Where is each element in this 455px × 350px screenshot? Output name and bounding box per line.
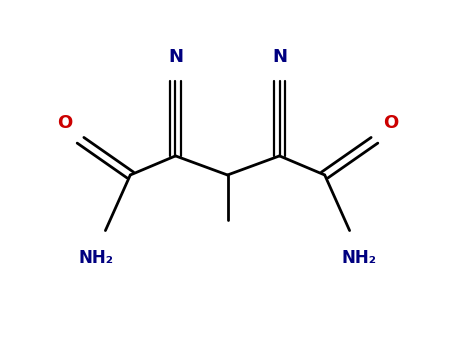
Text: NH₂: NH₂ bbox=[341, 249, 376, 267]
Text: N: N bbox=[168, 48, 183, 66]
Text: NH₂: NH₂ bbox=[79, 249, 114, 267]
Text: N: N bbox=[272, 48, 287, 66]
Text: O: O bbox=[57, 114, 72, 132]
Text: O: O bbox=[383, 114, 398, 132]
